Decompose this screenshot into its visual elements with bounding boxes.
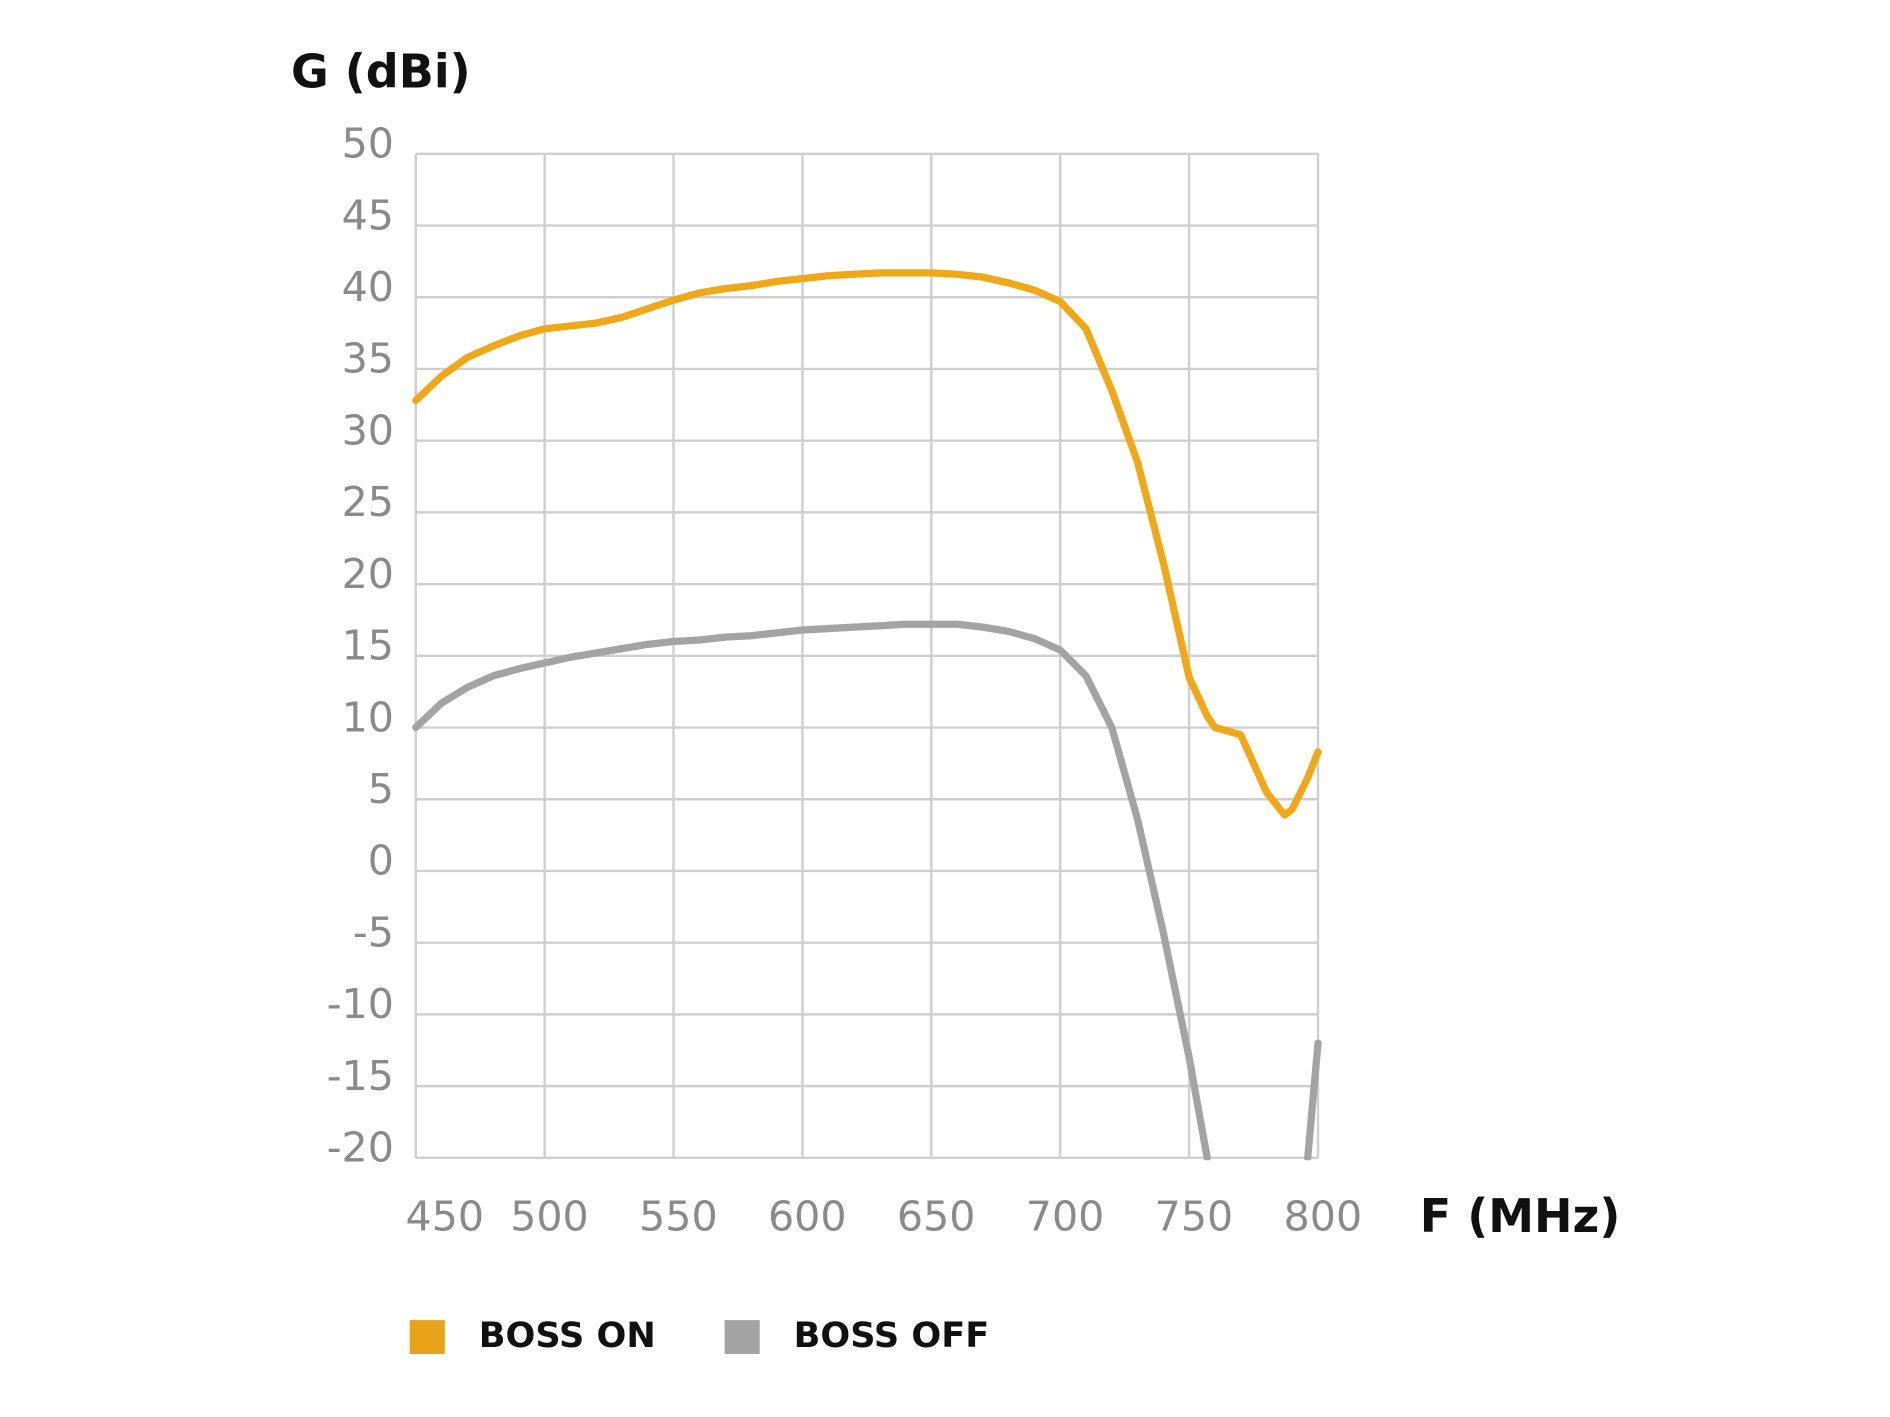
y-tick-label: -20	[327, 1124, 394, 1172]
y-tick-label: 35	[342, 335, 394, 383]
x-tick-label: 650	[897, 1193, 976, 1241]
series-line	[1304, 1039, 1322, 1161]
y-tick-label: -15	[327, 1052, 394, 1100]
y-tick-label: 0	[368, 837, 394, 885]
series-line	[412, 620, 1211, 1161]
x-axis-title: F (MHz)	[1420, 1189, 1621, 1243]
x-tick-label: 450	[406, 1193, 485, 1241]
y-tick-label: 5	[368, 765, 394, 813]
legend: BOSS ON BOSS OFF	[409, 1315, 990, 1356]
y-tick-label: 15	[342, 622, 394, 670]
lines	[412, 269, 1322, 1161]
y-tick-label: -10	[327, 980, 394, 1028]
y-tick-label: 25	[342, 478, 394, 526]
legend-label: BOSS OFF	[794, 1315, 990, 1356]
y-tick-label: 45	[342, 191, 394, 239]
y-axis-title: G (dBi)	[291, 45, 471, 99]
legend-swatch	[724, 1320, 760, 1355]
legend-swatch	[409, 1320, 445, 1355]
y-tick-label: 30	[342, 406, 394, 454]
x-tick-label: 600	[768, 1193, 847, 1241]
y-tick-label: 20	[342, 550, 394, 598]
x-tick-label: 750	[1155, 1193, 1234, 1241]
series-line	[412, 269, 1322, 819]
y-tick-label: 50	[342, 120, 394, 168]
x-tick-label: 800	[1284, 1193, 1363, 1241]
y-tick-label: 10	[342, 693, 394, 741]
y-tick-label: 40	[342, 263, 394, 311]
y-tick-label: -5	[353, 908, 394, 956]
x-tick-label: 700	[1026, 1193, 1105, 1241]
legend-label: BOSS ON	[479, 1315, 656, 1356]
x-tick-label: 500	[510, 1193, 589, 1241]
x-tick-label: 550	[639, 1193, 718, 1241]
